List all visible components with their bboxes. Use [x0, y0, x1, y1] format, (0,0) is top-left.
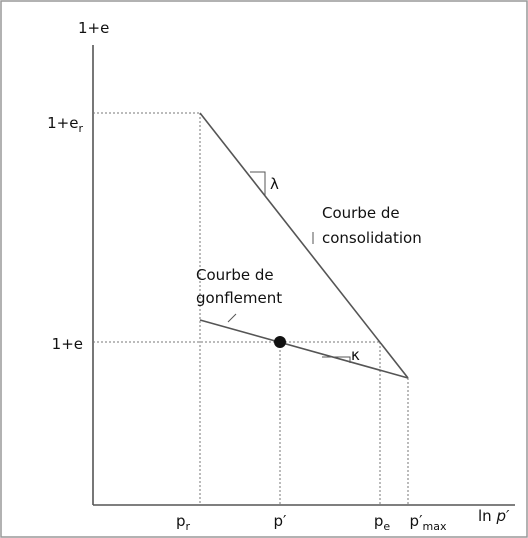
x-label: p′max [410, 512, 447, 533]
y-axis-title: 1+e [78, 19, 109, 37]
label-base: p [374, 512, 384, 530]
x-label: p′ [274, 512, 288, 530]
consolidation-line [199, 112, 409, 379]
swelling-line [199, 319, 409, 379]
lambda-triangle [250, 171, 266, 195]
label-base: 1+e [47, 114, 78, 132]
x-title-var: p′ [495, 507, 510, 525]
y-label: 1+e [52, 335, 83, 353]
curve-label: Courbe de [196, 266, 274, 284]
label-base: p′ [274, 512, 288, 530]
label-sub: e [383, 520, 390, 533]
x-axis-title: ln p′ [478, 507, 510, 525]
y-label: 1+er [47, 114, 83, 135]
x-label: pe [374, 512, 391, 533]
slope-label: λ [270, 175, 279, 193]
x-title-prefix: ln [478, 507, 496, 525]
label-base: p [176, 512, 186, 530]
label-base: 1+e [52, 335, 83, 353]
kappa-triangle [322, 356, 351, 363]
curve-label: Courbe de [322, 204, 400, 222]
state-point [274, 336, 286, 348]
guides [93, 112, 409, 505]
label-sub: max [422, 520, 446, 533]
label-sub: r [186, 520, 191, 533]
leader [227, 313, 237, 323]
x-label: pr [176, 512, 191, 533]
curve-label: consolidation [322, 229, 422, 247]
slope-label: κ [351, 346, 360, 364]
curve-label: gonflement [196, 289, 282, 307]
label-base: p′ [410, 512, 424, 530]
label-sub: r [78, 122, 83, 135]
